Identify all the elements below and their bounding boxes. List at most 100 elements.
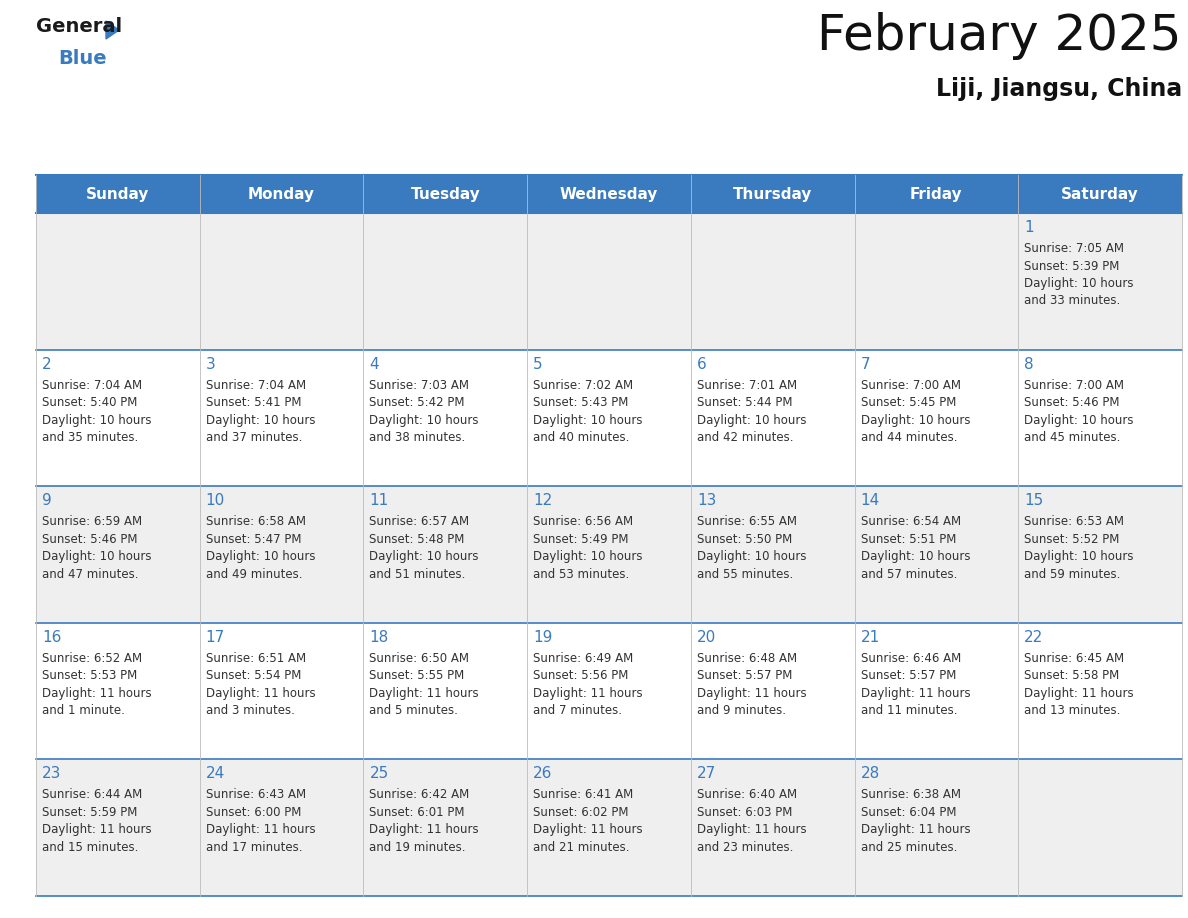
Text: Sunrise: 7:02 AM
Sunset: 5:43 PM
Daylight: 10 hours
and 40 minutes.: Sunrise: 7:02 AM Sunset: 5:43 PM Dayligh… xyxy=(533,378,643,444)
Text: 3: 3 xyxy=(206,356,215,372)
Text: 28: 28 xyxy=(860,767,880,781)
Bar xyxy=(691,759,854,896)
Bar xyxy=(1018,175,1182,213)
Bar xyxy=(854,175,1018,213)
Bar xyxy=(527,175,691,213)
Bar xyxy=(1018,487,1182,622)
Bar xyxy=(364,350,527,487)
Text: Sunday: Sunday xyxy=(87,186,150,201)
Text: 18: 18 xyxy=(369,630,388,644)
Text: Sunrise: 6:50 AM
Sunset: 5:55 PM
Daylight: 11 hours
and 5 minutes.: Sunrise: 6:50 AM Sunset: 5:55 PM Dayligh… xyxy=(369,652,479,717)
Bar xyxy=(1018,759,1182,896)
Text: 2: 2 xyxy=(42,356,51,372)
Text: Saturday: Saturday xyxy=(1061,186,1139,201)
Text: 21: 21 xyxy=(860,630,880,644)
Text: Sunrise: 7:01 AM
Sunset: 5:44 PM
Daylight: 10 hours
and 42 minutes.: Sunrise: 7:01 AM Sunset: 5:44 PM Dayligh… xyxy=(697,378,807,444)
Text: 22: 22 xyxy=(1024,630,1043,644)
Text: Sunrise: 6:57 AM
Sunset: 5:48 PM
Daylight: 10 hours
and 51 minutes.: Sunrise: 6:57 AM Sunset: 5:48 PM Dayligh… xyxy=(369,515,479,581)
Text: Sunrise: 6:43 AM
Sunset: 6:00 PM
Daylight: 11 hours
and 17 minutes.: Sunrise: 6:43 AM Sunset: 6:00 PM Dayligh… xyxy=(206,789,315,854)
Bar xyxy=(854,487,1018,622)
Text: 15: 15 xyxy=(1024,493,1043,509)
Text: Sunrise: 7:00 AM
Sunset: 5:45 PM
Daylight: 10 hours
and 44 minutes.: Sunrise: 7:00 AM Sunset: 5:45 PM Dayligh… xyxy=(860,378,971,444)
Text: Sunrise: 6:55 AM
Sunset: 5:50 PM
Daylight: 10 hours
and 55 minutes.: Sunrise: 6:55 AM Sunset: 5:50 PM Dayligh… xyxy=(697,515,807,581)
Bar xyxy=(691,175,854,213)
Text: Sunrise: 6:45 AM
Sunset: 5:58 PM
Daylight: 11 hours
and 13 minutes.: Sunrise: 6:45 AM Sunset: 5:58 PM Dayligh… xyxy=(1024,652,1133,717)
Text: Sunrise: 6:49 AM
Sunset: 5:56 PM
Daylight: 11 hours
and 7 minutes.: Sunrise: 6:49 AM Sunset: 5:56 PM Dayligh… xyxy=(533,652,643,717)
Bar xyxy=(36,213,200,350)
Bar xyxy=(364,759,527,896)
Text: 7: 7 xyxy=(860,356,870,372)
Bar xyxy=(527,759,691,896)
Text: Tuesday: Tuesday xyxy=(410,186,480,201)
Text: Sunrise: 6:38 AM
Sunset: 6:04 PM
Daylight: 11 hours
and 25 minutes.: Sunrise: 6:38 AM Sunset: 6:04 PM Dayligh… xyxy=(860,789,971,854)
Text: Sunrise: 6:54 AM
Sunset: 5:51 PM
Daylight: 10 hours
and 57 minutes.: Sunrise: 6:54 AM Sunset: 5:51 PM Dayligh… xyxy=(860,515,971,581)
Bar xyxy=(36,759,200,896)
Bar xyxy=(854,759,1018,896)
Text: Sunrise: 6:44 AM
Sunset: 5:59 PM
Daylight: 11 hours
and 15 minutes.: Sunrise: 6:44 AM Sunset: 5:59 PM Dayligh… xyxy=(42,789,152,854)
Text: Sunrise: 6:59 AM
Sunset: 5:46 PM
Daylight: 10 hours
and 47 minutes.: Sunrise: 6:59 AM Sunset: 5:46 PM Dayligh… xyxy=(42,515,152,581)
Bar xyxy=(854,622,1018,759)
Bar xyxy=(200,487,364,622)
Bar xyxy=(200,175,364,213)
Bar xyxy=(36,622,200,759)
Text: 13: 13 xyxy=(697,493,716,509)
Bar xyxy=(527,487,691,622)
Text: February 2025: February 2025 xyxy=(817,12,1182,60)
Text: Sunrise: 6:56 AM
Sunset: 5:49 PM
Daylight: 10 hours
and 53 minutes.: Sunrise: 6:56 AM Sunset: 5:49 PM Dayligh… xyxy=(533,515,643,581)
Bar xyxy=(200,622,364,759)
Text: 26: 26 xyxy=(533,767,552,781)
Bar xyxy=(854,213,1018,350)
Bar xyxy=(527,350,691,487)
Bar xyxy=(364,487,527,622)
Text: Sunrise: 6:52 AM
Sunset: 5:53 PM
Daylight: 11 hours
and 1 minute.: Sunrise: 6:52 AM Sunset: 5:53 PM Dayligh… xyxy=(42,652,152,717)
Text: 19: 19 xyxy=(533,630,552,644)
Text: 4: 4 xyxy=(369,356,379,372)
Text: 24: 24 xyxy=(206,767,225,781)
Text: Liji, Jiangsu, China: Liji, Jiangsu, China xyxy=(936,77,1182,101)
Text: Sunrise: 7:04 AM
Sunset: 5:40 PM
Daylight: 10 hours
and 35 minutes.: Sunrise: 7:04 AM Sunset: 5:40 PM Dayligh… xyxy=(42,378,152,444)
Text: Friday: Friday xyxy=(910,186,962,201)
Text: Sunrise: 6:58 AM
Sunset: 5:47 PM
Daylight: 10 hours
and 49 minutes.: Sunrise: 6:58 AM Sunset: 5:47 PM Dayligh… xyxy=(206,515,315,581)
Bar xyxy=(364,213,527,350)
Text: 17: 17 xyxy=(206,630,225,644)
Bar xyxy=(691,487,854,622)
Text: Thursday: Thursday xyxy=(733,186,813,201)
Text: Blue: Blue xyxy=(58,49,107,68)
Text: Wednesday: Wednesday xyxy=(560,186,658,201)
Text: Sunrise: 6:51 AM
Sunset: 5:54 PM
Daylight: 11 hours
and 3 minutes.: Sunrise: 6:51 AM Sunset: 5:54 PM Dayligh… xyxy=(206,652,315,717)
Text: 6: 6 xyxy=(697,356,707,372)
Text: 10: 10 xyxy=(206,493,225,509)
Text: Monday: Monday xyxy=(248,186,315,201)
Bar xyxy=(200,759,364,896)
Bar xyxy=(200,213,364,350)
Text: 11: 11 xyxy=(369,493,388,509)
Bar xyxy=(691,622,854,759)
Text: 8: 8 xyxy=(1024,356,1034,372)
Bar xyxy=(36,350,200,487)
Text: General: General xyxy=(36,17,122,36)
Text: Sunrise: 7:03 AM
Sunset: 5:42 PM
Daylight: 10 hours
and 38 minutes.: Sunrise: 7:03 AM Sunset: 5:42 PM Dayligh… xyxy=(369,378,479,444)
Bar xyxy=(36,175,200,213)
Text: 12: 12 xyxy=(533,493,552,509)
Text: 14: 14 xyxy=(860,493,880,509)
Text: 5: 5 xyxy=(533,356,543,372)
Bar xyxy=(1018,622,1182,759)
Bar xyxy=(691,350,854,487)
Bar xyxy=(364,175,527,213)
Polygon shape xyxy=(106,21,119,39)
Text: Sunrise: 7:00 AM
Sunset: 5:46 PM
Daylight: 10 hours
and 45 minutes.: Sunrise: 7:00 AM Sunset: 5:46 PM Dayligh… xyxy=(1024,378,1133,444)
Bar xyxy=(527,622,691,759)
Bar xyxy=(854,350,1018,487)
Text: Sunrise: 6:40 AM
Sunset: 6:03 PM
Daylight: 11 hours
and 23 minutes.: Sunrise: 6:40 AM Sunset: 6:03 PM Dayligh… xyxy=(697,789,807,854)
Text: Sunrise: 6:46 AM
Sunset: 5:57 PM
Daylight: 11 hours
and 11 minutes.: Sunrise: 6:46 AM Sunset: 5:57 PM Dayligh… xyxy=(860,652,971,717)
Text: Sunrise: 6:42 AM
Sunset: 6:01 PM
Daylight: 11 hours
and 19 minutes.: Sunrise: 6:42 AM Sunset: 6:01 PM Dayligh… xyxy=(369,789,479,854)
Text: 23: 23 xyxy=(42,767,62,781)
Bar xyxy=(200,350,364,487)
Bar xyxy=(1018,350,1182,487)
Text: Sunrise: 6:53 AM
Sunset: 5:52 PM
Daylight: 10 hours
and 59 minutes.: Sunrise: 6:53 AM Sunset: 5:52 PM Dayligh… xyxy=(1024,515,1133,581)
Text: 27: 27 xyxy=(697,767,716,781)
Text: 20: 20 xyxy=(697,630,716,644)
Bar xyxy=(1018,213,1182,350)
Text: 16: 16 xyxy=(42,630,62,644)
Text: 25: 25 xyxy=(369,767,388,781)
